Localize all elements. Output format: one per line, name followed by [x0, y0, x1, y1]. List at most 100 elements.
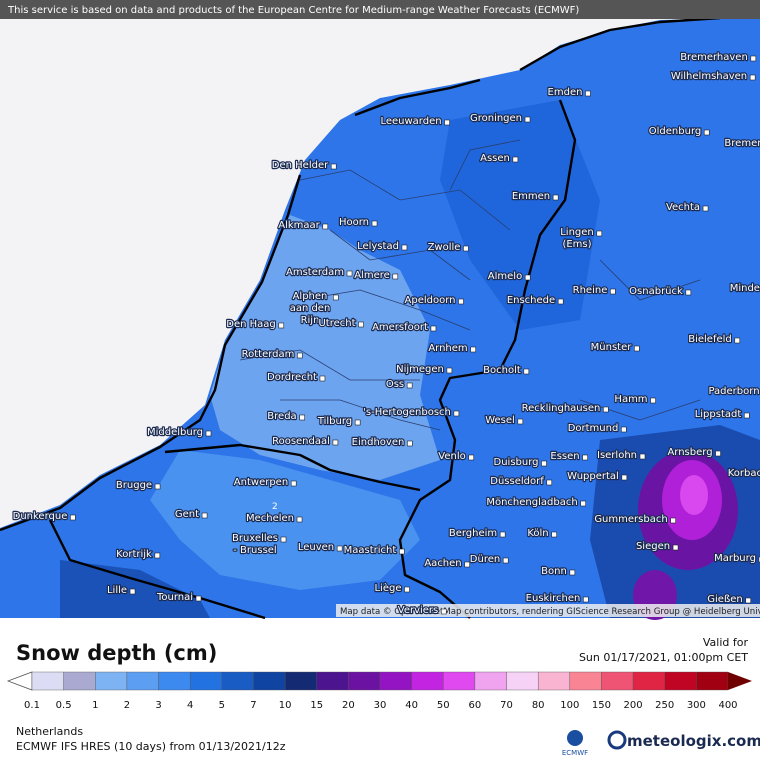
city-marker — [750, 55, 757, 62]
city-marker — [195, 595, 202, 602]
city-marker — [603, 406, 609, 413]
city-marker — [129, 588, 136, 595]
city-label: Wilhelmshaven — [671, 71, 747, 82]
city-marker — [358, 321, 364, 328]
legend-swatch — [411, 671, 444, 691]
legend-label: 100 — [560, 700, 579, 711]
city-marker — [634, 345, 640, 352]
city-marker — [557, 298, 564, 305]
city-label: Middelburg — [147, 427, 203, 438]
city-marker — [546, 479, 553, 486]
city-label: - Brussel — [233, 545, 276, 556]
city-label: Kortrijk — [116, 549, 152, 560]
city-label: Köln — [527, 528, 548, 539]
city-marker — [430, 325, 437, 332]
city-marker — [512, 156, 519, 163]
city-label: Arnhem — [428, 343, 467, 354]
map: This service is based on data and produc… — [0, 0, 760, 620]
attribution: Map data © OpenStreetMap contributors, r… — [340, 607, 760, 617]
city-label: Tournai — [156, 592, 193, 603]
city-label: Düsseldorf — [490, 476, 544, 487]
city-marker — [715, 450, 721, 457]
legend-swatch — [348, 671, 381, 691]
city-label: Den Haag — [226, 319, 276, 330]
city-label: Oldenburg — [649, 126, 701, 137]
city-label: Gießen — [707, 594, 742, 605]
legend-label: 4 — [187, 700, 193, 711]
legend-label: 250 — [655, 700, 674, 711]
city-label: Dordrecht — [267, 372, 317, 383]
city-label: Rheine — [573, 285, 608, 296]
legend-high-arrow — [728, 672, 752, 690]
city-label: Amersfoort — [372, 322, 428, 333]
legend-swatch — [379, 671, 412, 691]
city-label: Apeldoorn — [405, 295, 456, 306]
legend-label: 200 — [624, 700, 643, 711]
city-marker — [650, 397, 656, 404]
city-label: Den Helder — [272, 160, 329, 171]
city-label: (Ems) — [562, 239, 591, 250]
legend-low-arrow — [6, 671, 33, 691]
legend-swatch — [31, 671, 64, 691]
legend-swatch — [696, 671, 729, 691]
city-label: Assen — [480, 153, 510, 164]
legend-swatch — [316, 671, 349, 691]
city-label: Arnsberg — [667, 447, 712, 458]
city-label: Nijmegen — [396, 364, 444, 375]
city-marker — [596, 230, 603, 237]
city-label: Liège — [374, 582, 401, 594]
valid-time: Sun 01/17/2021, 01:00pm CET — [579, 651, 748, 664]
legend-label: 150 — [592, 700, 611, 711]
city-marker — [296, 516, 303, 523]
city-label: Bremen — [724, 138, 760, 149]
city-marker — [297, 352, 303, 359]
province-border — [239, 139, 701, 431]
legend-label: 60 — [469, 700, 482, 711]
city-label: Recklinghausen — [522, 403, 601, 414]
city-label: Düren — [470, 554, 500, 565]
legend-swatch — [126, 671, 159, 691]
legend-label: 80 — [532, 700, 545, 711]
city-label: Mechelen — [246, 513, 294, 524]
heavy-snow-area — [440, 100, 600, 330]
city-label: Rijn — [301, 315, 320, 326]
city-label: Vechta — [666, 202, 700, 213]
country-border — [398, 99, 577, 619]
legend-label: 5 — [219, 700, 225, 711]
city-label: Rotterdam — [242, 349, 295, 360]
legend-label: 3 — [155, 700, 161, 711]
city-marker — [278, 322, 285, 329]
city-label: Marburg — [714, 553, 756, 564]
city-marker — [336, 545, 343, 552]
city-marker — [453, 410, 460, 417]
city-label: Groningen — [470, 113, 522, 124]
city-label: Venlo — [438, 451, 465, 462]
city-label: Bergheim — [449, 528, 497, 539]
legend: Snow depth (cm) Valid for Sun 01/17/2021… — [6, 636, 752, 711]
city-label: Paderborn — [708, 386, 759, 397]
city-marker — [703, 129, 710, 136]
city-label: Almere — [354, 270, 390, 281]
city-label: 's-Hertogenbosch — [363, 407, 451, 418]
legend-label: 15 — [310, 700, 323, 711]
city-label: Gent — [175, 509, 199, 520]
city-marker — [670, 517, 676, 524]
city-label: Essen — [550, 451, 579, 462]
city-label: Wesel — [485, 415, 515, 426]
legend-swatch — [63, 671, 96, 691]
city-label: Roosendaal — [272, 436, 330, 447]
city-marker — [585, 90, 591, 97]
ecmwf-logo: ECMWF — [562, 749, 588, 757]
city-marker — [621, 426, 627, 433]
city-label: Eindhoven — [352, 437, 405, 448]
city-marker — [523, 368, 530, 375]
city-marker — [322, 223, 329, 230]
contour-label: 2 — [272, 502, 278, 512]
city-marker — [583, 596, 589, 603]
city-marker — [502, 557, 509, 564]
city-marker — [154, 552, 161, 559]
legend-label: 0.5 — [56, 700, 72, 711]
city-marker — [580, 500, 586, 507]
legend-swatch — [474, 671, 507, 691]
